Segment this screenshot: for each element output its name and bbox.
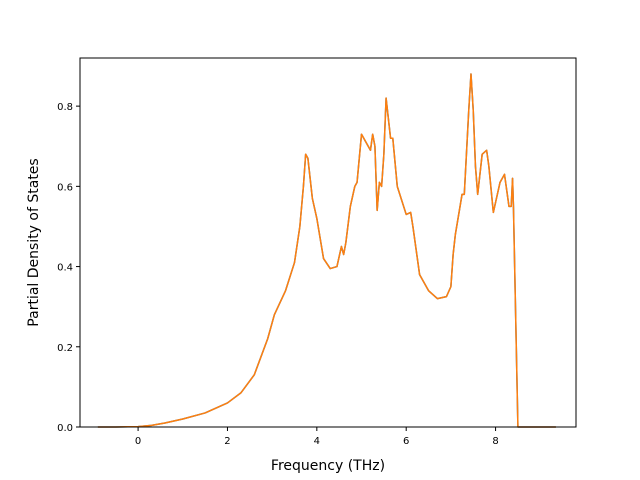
- y-ticks: 0.0 0.2 0.4 0.6 0.8: [57, 102, 80, 434]
- y-tick-label: 0.2: [57, 343, 73, 354]
- y-axis-title: Partial Density of States: [26, 158, 42, 326]
- y-tick-label: 0.4: [57, 263, 73, 274]
- y-tick-label: 0.0: [57, 423, 73, 434]
- y-tick-label: 0.6: [57, 182, 73, 193]
- series-line-2: [97, 73, 556, 428]
- x-tick-label: 6: [403, 436, 409, 447]
- series-layer: [97, 73, 556, 428]
- plot-frame: [79, 57, 577, 428]
- x-axis-title: Frequency (THz): [271, 458, 385, 474]
- x-ticks: 0 2 4 6 8: [135, 427, 499, 447]
- x-tick-label: 8: [492, 436, 498, 447]
- x-tick-label: 2: [224, 436, 230, 447]
- x-tick-label: 0: [135, 436, 141, 447]
- x-tick-label: 4: [314, 436, 320, 447]
- y-tick-label: 0.8: [57, 102, 73, 113]
